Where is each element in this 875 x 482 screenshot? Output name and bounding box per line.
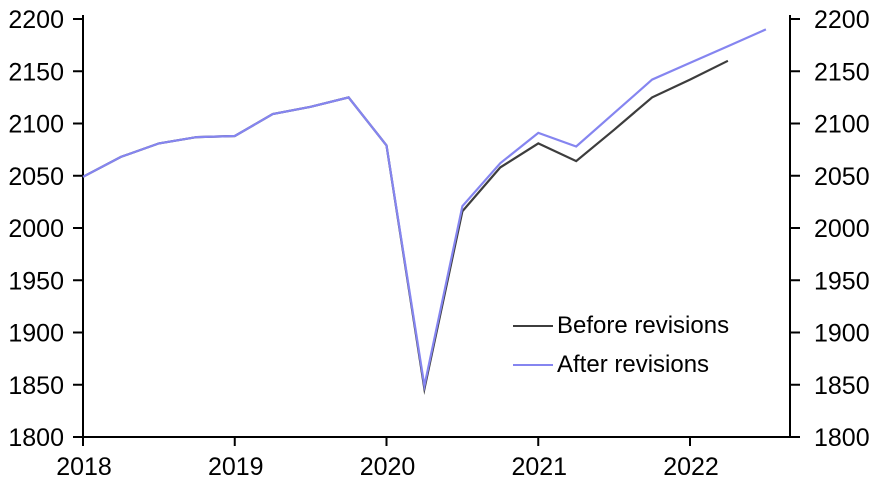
y-axis-right-tick-label: 1950 [814, 267, 870, 295]
y-axis-left-tick-label: 1950 [8, 267, 64, 295]
y-axis-left-tick-label: 2000 [8, 215, 64, 243]
y-axis-left-tick-label: 1850 [8, 372, 64, 400]
y-axis-left-tick-label: 2050 [8, 163, 64, 191]
legend-label-after-revisions: After revisions [557, 351, 710, 378]
legend-item-before-revisions: Before revisions [513, 312, 729, 340]
y-axis-right-tick-label: 2050 [814, 163, 870, 191]
y-axis-right-tick-label: 2200 [814, 6, 870, 34]
legend-label-before-revisions: Before revisions [557, 312, 730, 339]
y-axis-right-tick-label: 1800 [814, 424, 870, 452]
axes-frame [82, 15, 791, 438]
y-axis-right-tick-label: 2150 [814, 58, 870, 86]
y-axis-right-tick-label: 2000 [814, 215, 870, 243]
y-axis-left-tick-label: 2150 [8, 58, 64, 86]
y-axis-left-tick-label: 1800 [8, 424, 64, 452]
y-axis-right-tick-label: 1900 [814, 320, 870, 348]
after-revisions-line [82, 28, 767, 392]
legend-item-after-revisions: After revisions [513, 351, 729, 379]
x-axis-tick-label: 2021 [511, 453, 567, 481]
y-axis-left-tick-label: 1900 [8, 320, 64, 348]
x-axis-tick-label: 2022 [663, 453, 719, 481]
y-axis-right-tick-label: 1850 [814, 372, 870, 400]
after-revisions-line-swatch [513, 364, 553, 366]
x-axis-tick-label: 2018 [56, 453, 112, 481]
x-axis-tick-label: 2020 [360, 453, 416, 481]
y-axis-left-tick-label: 2200 [8, 6, 64, 34]
legend: Before revisions After revisions [513, 312, 729, 390]
x-axis-tick-label: 2019 [208, 453, 264, 481]
y-axis-left-tick-label: 2100 [8, 111, 64, 139]
y-axis-right-tick-label: 2100 [814, 111, 870, 139]
before-revisions-line-swatch [513, 325, 553, 327]
